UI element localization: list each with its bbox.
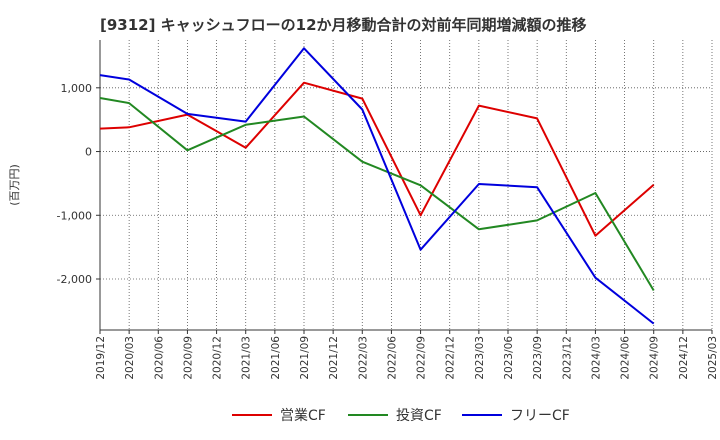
line-chart: 1,000 0 -1,000 -2,000 2019/12 2020/03 2020/06 2…	[8, 40, 719, 380]
x-tick-label: 2022/09	[416, 336, 428, 380]
series-line-2	[99, 47, 655, 325]
x-tick-label: 2022/03	[357, 336, 369, 380]
y-axis-label: (百万円)	[8, 164, 21, 206]
x-tick-label: 2020/03	[124, 336, 136, 380]
legend-item-investing-cf: 投資CF	[348, 402, 442, 428]
legend-swatch-investing-cf	[348, 414, 388, 416]
legend-item-free-cf: フリーCF	[462, 402, 570, 428]
x-tick-label: 2024/06	[620, 336, 632, 380]
legend-label-investing-cf: 投資CF	[396, 408, 442, 424]
legend-swatch-free-cf	[462, 414, 502, 416]
x-tick-label: 2024/12	[678, 336, 690, 380]
x-tick-label: 2021/12	[328, 336, 340, 380]
legend-swatch-operating-cf	[232, 414, 272, 416]
y-tick-label: -1,000	[57, 209, 92, 222]
y-tick-label: 1,000	[61, 82, 93, 95]
series-line-1	[99, 97, 655, 292]
legend: 営業CF 投資CF フリーCF	[0, 402, 720, 428]
x-tick-label: 2022/06	[386, 336, 398, 380]
legend-label-free-cf: フリーCF	[510, 408, 570, 424]
x-tick-label: 2024/03	[590, 336, 602, 380]
x-tick-label: 2022/12	[445, 336, 457, 380]
legend-label-operating-cf: 営業CF	[280, 408, 326, 424]
y-tick-label: 0	[85, 146, 92, 159]
x-tick-label: 2023/09	[532, 336, 544, 380]
x-tick-label: 2020/06	[153, 336, 165, 380]
legend-item-operating-cf: 営業CF	[232, 402, 326, 428]
x-tick-label: 2019/12	[95, 336, 107, 380]
x-tick-label: 2020/12	[212, 336, 224, 380]
x-tick-label: 2021/03	[241, 336, 253, 380]
x-tick-label: 2021/06	[270, 336, 282, 380]
y-tick-label: -2,000	[57, 273, 92, 286]
x-tick-label: 2023/12	[561, 336, 573, 380]
x-tick-label: 2025/03	[707, 336, 719, 380]
x-tick-label: 2024/09	[649, 336, 661, 380]
series-line-0	[99, 81, 655, 237]
chart-title: [9312] キャッシュフローの12か月移動合計の対前年同期増減額の推移	[100, 16, 587, 34]
x-tick-label: 2020/09	[182, 336, 194, 380]
x-tick-label: 2023/06	[503, 336, 515, 380]
x-tick-label: 2023/03	[474, 336, 486, 380]
x-tick-label: 2021/09	[299, 336, 311, 380]
